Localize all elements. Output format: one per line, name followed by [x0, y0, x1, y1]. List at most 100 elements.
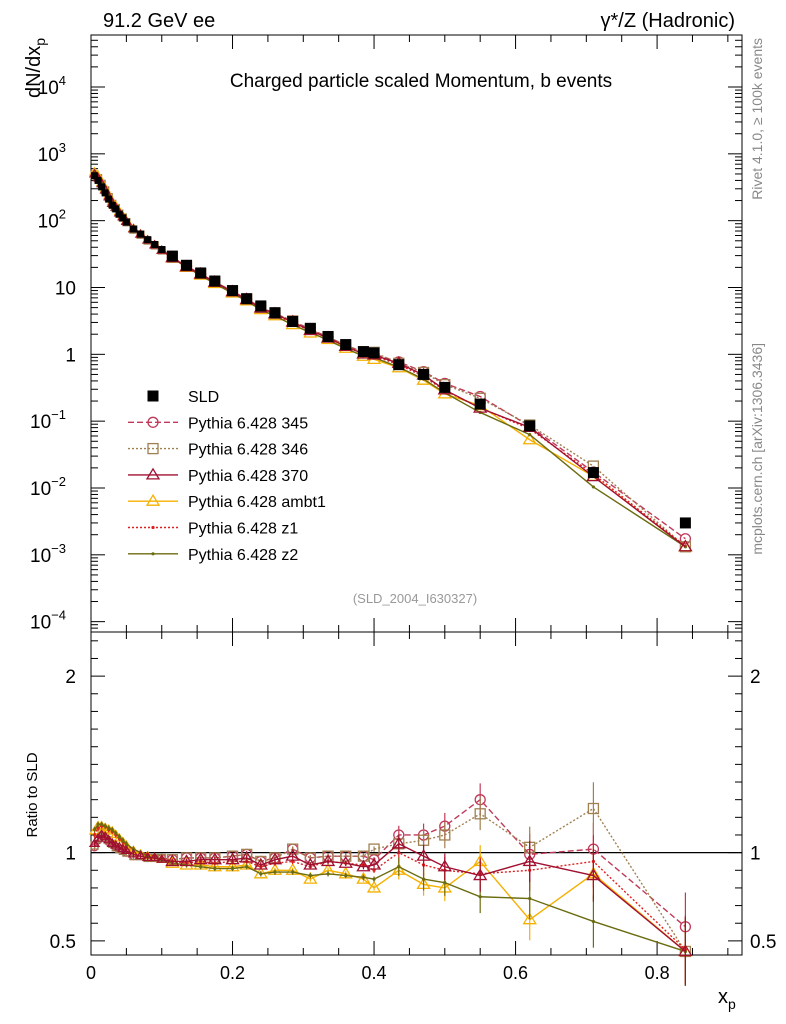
ratio-point-ambt1	[303, 871, 318, 884]
data-point-SLD	[137, 230, 145, 238]
legend-label-p370: Pythia 6.428 370	[188, 468, 308, 485]
ratio-point-z2	[213, 866, 217, 871]
ratio-point-p370	[285, 848, 300, 861]
ratio-point-z2	[107, 826, 111, 830]
ratio-point-p370	[193, 852, 208, 865]
y-tick-label: 103	[38, 140, 66, 166]
ratio-y-tick-label-right: 0.5	[750, 932, 776, 953]
data-point-SLD	[241, 293, 253, 305]
ratio-point-p370	[366, 857, 382, 870]
x-tick-label: 0.6	[503, 963, 528, 983]
legend-marker-z2	[151, 552, 155, 556]
data-point-SLD	[524, 420, 536, 432]
data-point-SLD	[439, 381, 451, 393]
y-tick-label-base: 10	[30, 613, 51, 634]
ratio-point-z2	[308, 873, 312, 878]
data-point-ambt1	[522, 432, 537, 445]
y-tick-label: 10−4	[30, 608, 66, 634]
ratio-point-p370	[207, 852, 222, 865]
ratio-point-p370	[678, 944, 693, 957]
data-point-SLD	[105, 195, 113, 203]
ratio-point-p370	[267, 852, 283, 865]
ratio-point-z2	[114, 831, 118, 835]
ratio-point-p370	[127, 848, 140, 858]
legend-marker-ambt1	[145, 493, 161, 506]
y-tick-label-base: 10	[38, 145, 59, 166]
ratio-point-p370	[134, 850, 147, 860]
ratio-point-p370	[225, 852, 240, 865]
ratio-point-z2	[110, 828, 114, 832]
data-point-SLD	[129, 225, 137, 233]
ratio-point-p370	[99, 831, 111, 840]
data-point-SLD	[679, 517, 691, 529]
y-tick-label-base: 10	[30, 412, 51, 433]
data-point-z2	[528, 433, 532, 437]
data-point-SLD	[269, 307, 281, 319]
y-tick-label: 10	[55, 278, 76, 299]
ratio-point-p370	[141, 852, 154, 862]
ratio-series-p370	[88, 829, 693, 986]
legend-entry-p370: Pythia 6.428 370	[128, 467, 308, 485]
data-point-SLD	[91, 172, 99, 180]
ratio-plot-frame	[90, 631, 743, 956]
ratio-point-z2	[361, 875, 366, 879]
y-tick-label: 10−2	[30, 474, 66, 500]
x-axis-title-sub: p	[728, 996, 736, 1012]
data-point-SLD	[108, 201, 116, 209]
rivet-label: Rivet 4.1.0, ≥ 100k events	[749, 38, 765, 200]
legend-label-ambt1: Pythia 6.428 ambt1	[188, 494, 326, 511]
ratio-point-p370	[102, 834, 115, 844]
ratio-point-p370	[356, 859, 371, 872]
ratio-point-z2	[326, 872, 330, 876]
legend-entry-p345: Pythia 6.428 345	[128, 415, 308, 432]
ratio-point-z2	[103, 824, 107, 828]
ratio-point-p370	[156, 853, 168, 863]
mcplots-label: mcplots.cern.ch [arXiv:1306.3436]	[749, 343, 765, 555]
data-point-SLD	[195, 267, 207, 279]
ratio-point-z2	[92, 828, 97, 832]
y-tick-label-exp: 2	[59, 207, 66, 222]
ratio-point-z2	[421, 877, 426, 881]
ratio-y-tick-label: 0.5	[50, 932, 76, 953]
ratio-point-p346	[587, 802, 600, 815]
legend-label-z1: Pythia 6.428 z1	[188, 521, 298, 538]
data-point-SLD	[322, 330, 334, 342]
ratio-point-p370	[338, 855, 353, 868]
analysis-label: (SLD_2004_I630327)	[353, 591, 477, 606]
data-point-SLD	[101, 189, 109, 197]
y-tick-label-base: 10	[38, 78, 59, 99]
data-point-SLD	[474, 398, 486, 410]
ratio-point-ambt1	[522, 912, 537, 925]
y-tick-label: 102	[38, 207, 66, 233]
ratio-point-p370	[120, 845, 133, 855]
axis-ticks	[90, 34, 742, 955]
ratio-point-z2	[291, 870, 295, 874]
legend-marker-p370	[145, 467, 161, 480]
y-axis-title: dN/dxp	[23, 38, 48, 98]
data-point-SLD	[94, 176, 102, 184]
y-tick-label-base: 10	[38, 212, 59, 233]
data-point-SLD	[98, 183, 106, 191]
y-tick-label-exp: 4	[59, 73, 66, 88]
ratio-point-p370	[88, 838, 101, 847]
y-axis-title-main: dN/dx	[23, 46, 45, 98]
ratio-point-z2	[443, 881, 447, 885]
x-axis-title: xp	[718, 986, 736, 1012]
ratio-point-z2	[199, 865, 203, 869]
ratio-series-p345	[90, 783, 692, 962]
ratio-axis-title: Ratio to SLD	[24, 752, 41, 837]
ratio-point-z2	[117, 835, 121, 839]
energy-label: 91.2 GeV ee	[103, 10, 215, 32]
ratio-point-p370	[391, 836, 406, 849]
series-line-p345	[94, 174, 686, 540]
tick-labels: 0 0.2 0.4 0.6 0.810−410−310−210−111010210310…	[30, 73, 776, 983]
ratio-point-p370	[253, 857, 268, 870]
ratio-point-p370	[179, 854, 194, 867]
ratio-point-z2	[397, 865, 401, 869]
data-point-SLD	[158, 246, 166, 254]
y-tick-label-base: 10	[30, 546, 51, 567]
y-tick-label-base: 10	[30, 479, 51, 500]
data-point-SLD	[115, 210, 123, 218]
data-point-SLD	[112, 205, 120, 213]
